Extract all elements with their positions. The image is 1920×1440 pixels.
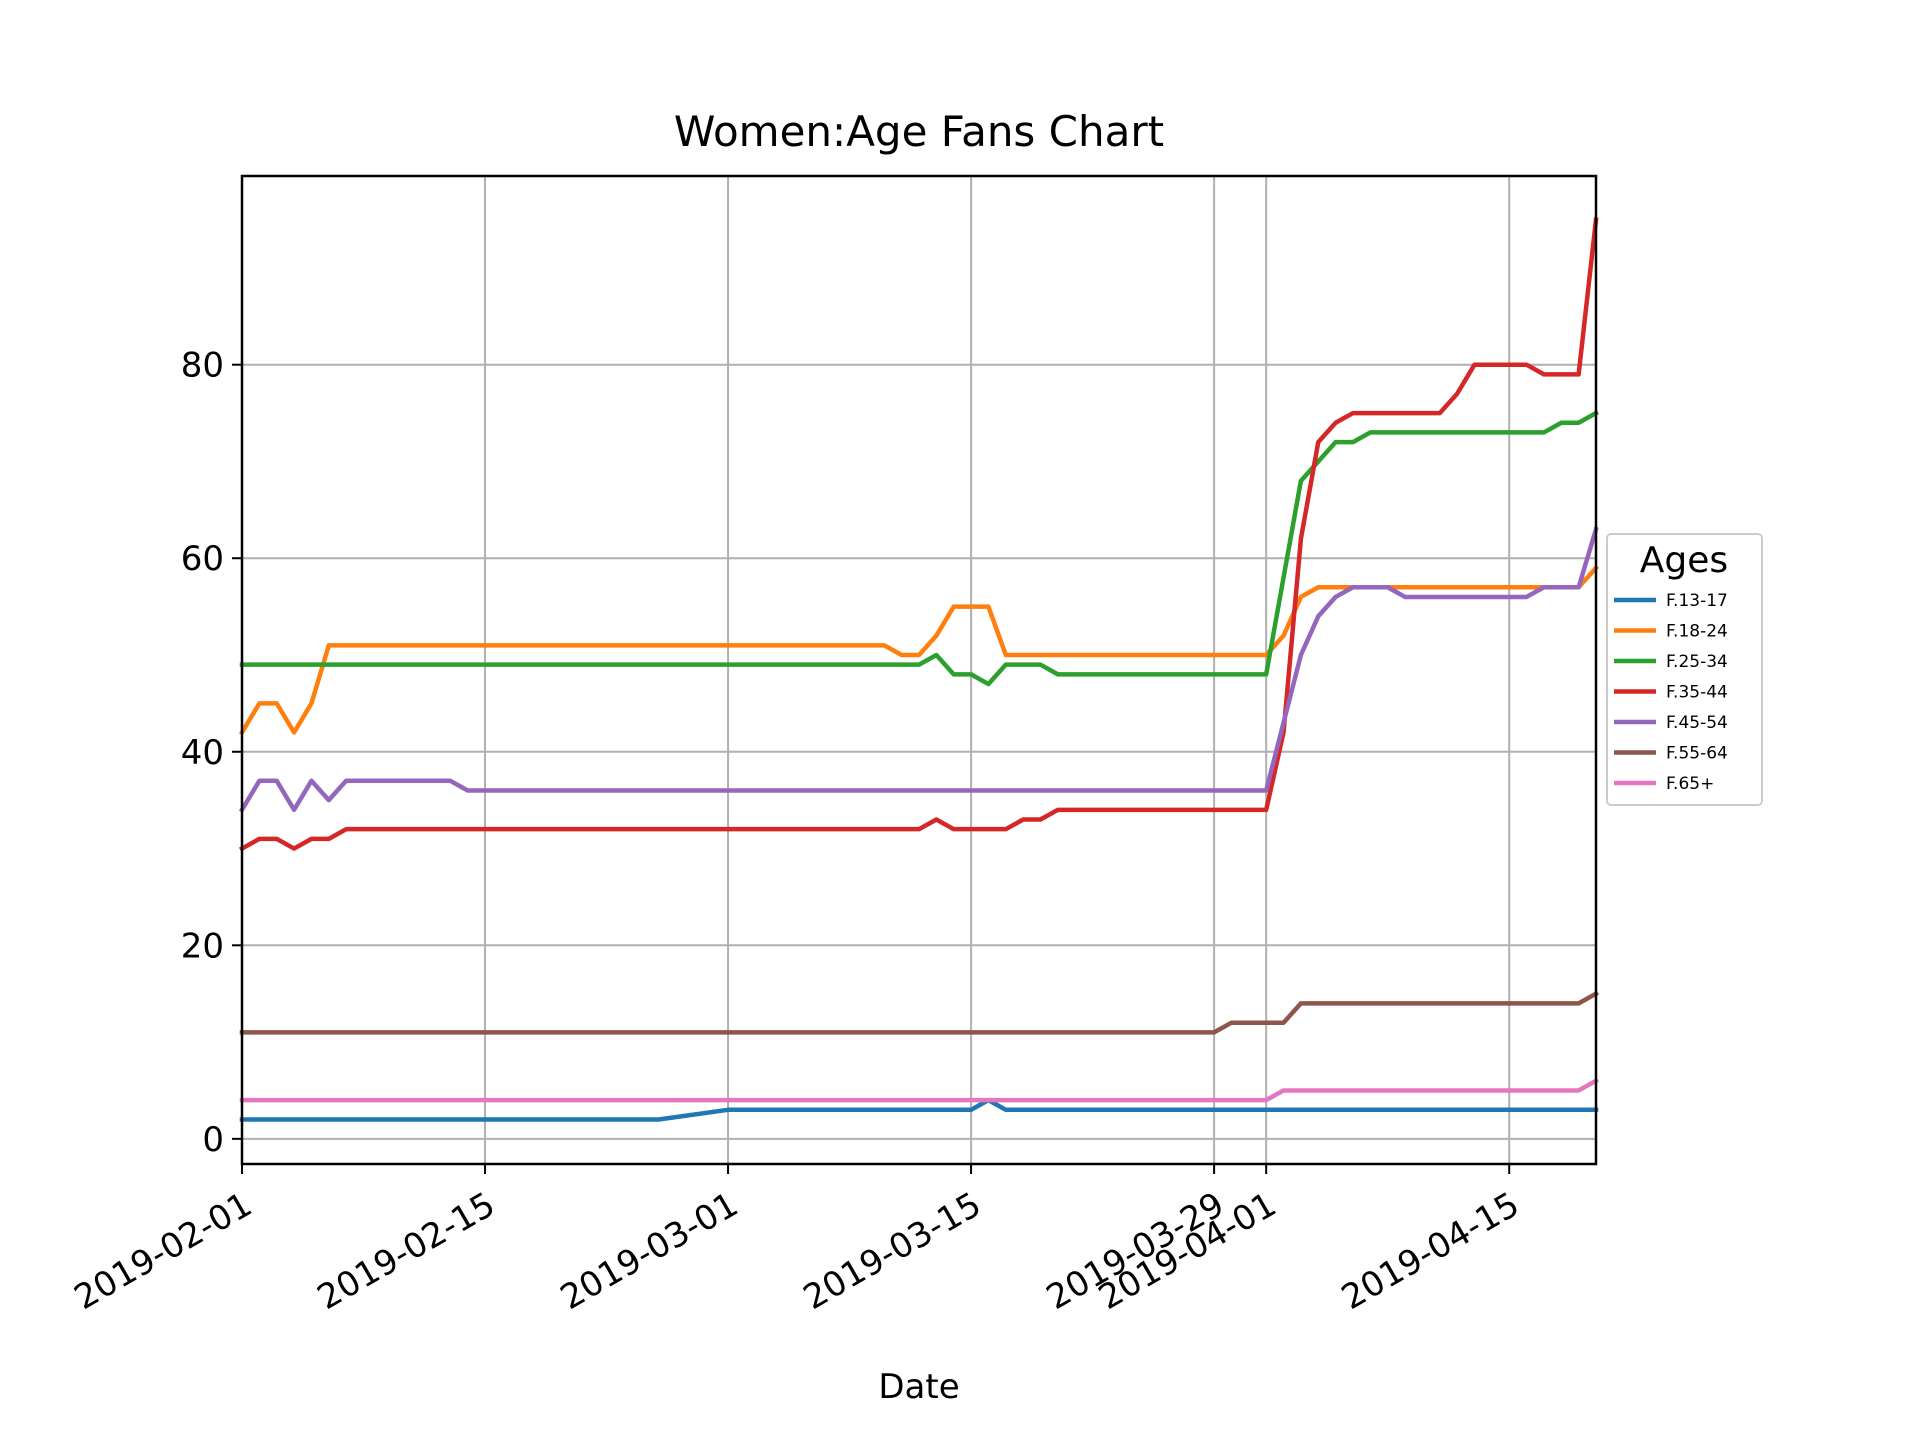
series-line-f-55-64	[239, 990, 1600, 1035]
legend-label: F.25-34	[1666, 652, 1728, 672]
legend-label: F.45-54	[1666, 713, 1728, 733]
legend-items: F.13-17 F.18-24 F.25-34 F.35-44 F.45-54 F.55-…	[1614, 591, 1728, 794]
y-tick-label: 60	[181, 539, 224, 579]
series-line-f-35-44	[238, 217, 1599, 852]
legend-label: F.13-17	[1666, 591, 1728, 611]
series-line-f-13-17	[239, 1097, 1599, 1122]
series-line-f-25-34	[239, 410, 1600, 687]
series-line-f-18-24	[238, 564, 1600, 736]
legend-title: Ages	[1640, 540, 1728, 581]
legend-label: F.55-64	[1666, 744, 1728, 764]
legend-label: F.18-24	[1666, 622, 1728, 642]
y-tick-label: 0	[202, 1120, 224, 1160]
legend-label: F.35-44	[1666, 683, 1728, 703]
series-lines	[238, 217, 1600, 1122]
series-line-f-45-54	[238, 526, 1599, 813]
y-tick-label: 80	[181, 346, 224, 386]
series-line-f-65-	[239, 1077, 1600, 1103]
plot-frame	[240, 174, 1598, 1166]
x-axis-label: Date	[878, 1367, 959, 1407]
y-tick-label: 20	[181, 926, 224, 966]
legend: Ages F.13-17 F.18-24 F.25-34 F.35-44 F.45-54…	[1606, 533, 1763, 806]
grid-lines	[241, 176, 1596, 1164]
chart-title: Women:Age Fans Chart	[674, 107, 1164, 156]
legend-label: F.65+	[1666, 774, 1714, 794]
y-tick-label: 40	[181, 733, 224, 773]
